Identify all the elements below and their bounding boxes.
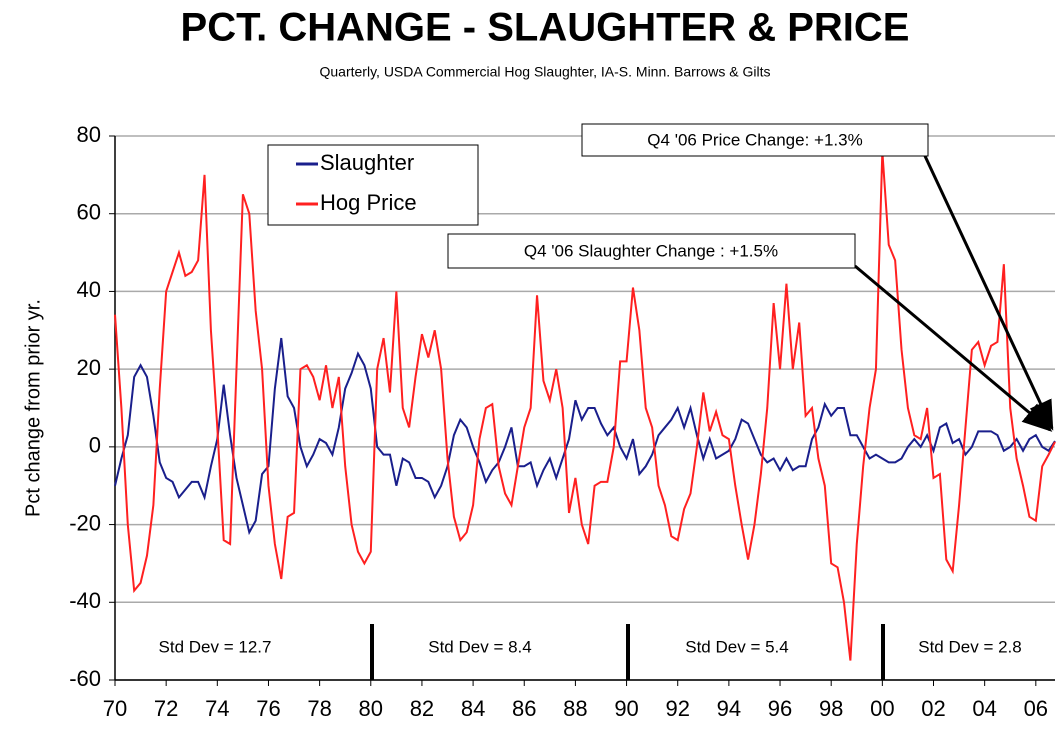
x-tick-label: 70 (103, 696, 127, 721)
x-tick-label: 86 (512, 696, 536, 721)
plot (114, 151, 1056, 661)
series-line (114, 337, 1056, 536)
arrow (854, 264, 1053, 432)
chart-subtitle: Quarterly, USDA Commercial Hog Slaughter… (320, 64, 771, 80)
legend-label: Hog Price (320, 190, 417, 215)
x-tick-label: 00 (870, 696, 894, 721)
y-tick-label: 0 (89, 433, 101, 458)
x-tick-label: 76 (256, 696, 280, 721)
series-line (114, 151, 1056, 661)
annotation-box (581, 123, 929, 157)
x-tick-label: 96 (768, 696, 792, 721)
legend-label: Slaughter (320, 150, 414, 175)
x-tick-label: 78 (307, 696, 331, 721)
separators (370, 624, 885, 680)
std-dev-label: Std Dev = 12.7 (159, 637, 272, 656)
annotation-box (447, 233, 856, 269)
std-dev-label: Std Dev = 8.4 (428, 637, 531, 656)
x-tick-label: 02 (921, 696, 945, 721)
x-tick-label: 74 (205, 696, 229, 721)
x-tick-label: 80 (359, 696, 383, 721)
x-tick-label: 90 (614, 696, 638, 721)
x-tick-label: 06 (1024, 696, 1048, 721)
y-tick-label: -20 (69, 510, 101, 535)
x-tick-label: 88 (563, 696, 587, 721)
y-tick-label: 80 (77, 122, 101, 147)
legend-box (267, 144, 479, 226)
std-dev-label: Std Dev = 5.4 (685, 637, 788, 656)
x-tick-label: 92 (665, 696, 689, 721)
y-tick-label: 20 (77, 355, 101, 380)
annotation: Q4 '06 Price Change: +1.3% (647, 130, 862, 149)
arrow (923, 155, 1054, 431)
y-tick-label: -60 (69, 666, 101, 691)
std-dev-label: Std Dev = 2.8 (918, 637, 1021, 656)
x-tick-label: 94 (717, 696, 741, 721)
x-tick-label: 04 (972, 696, 996, 721)
y-tick-label: -40 (69, 588, 101, 613)
chart-title: PCT. CHANGE - SLAUGHTER & PRICE (181, 6, 910, 50)
y-tick-label: 60 (77, 200, 101, 225)
y-axis-label: Pct change from prior yr. (22, 299, 44, 517)
y-tick-label: 40 (77, 277, 101, 302)
x-tick-label: 98 (819, 696, 843, 721)
x-tick-label: 84 (461, 696, 485, 721)
annotation: Q4 '06 Slaughter Change : +1.5% (524, 241, 778, 260)
legend: Slaughter Hog Price (267, 144, 479, 226)
x-tick-label: 82 (410, 696, 434, 721)
x-tick-label: 72 (154, 696, 178, 721)
